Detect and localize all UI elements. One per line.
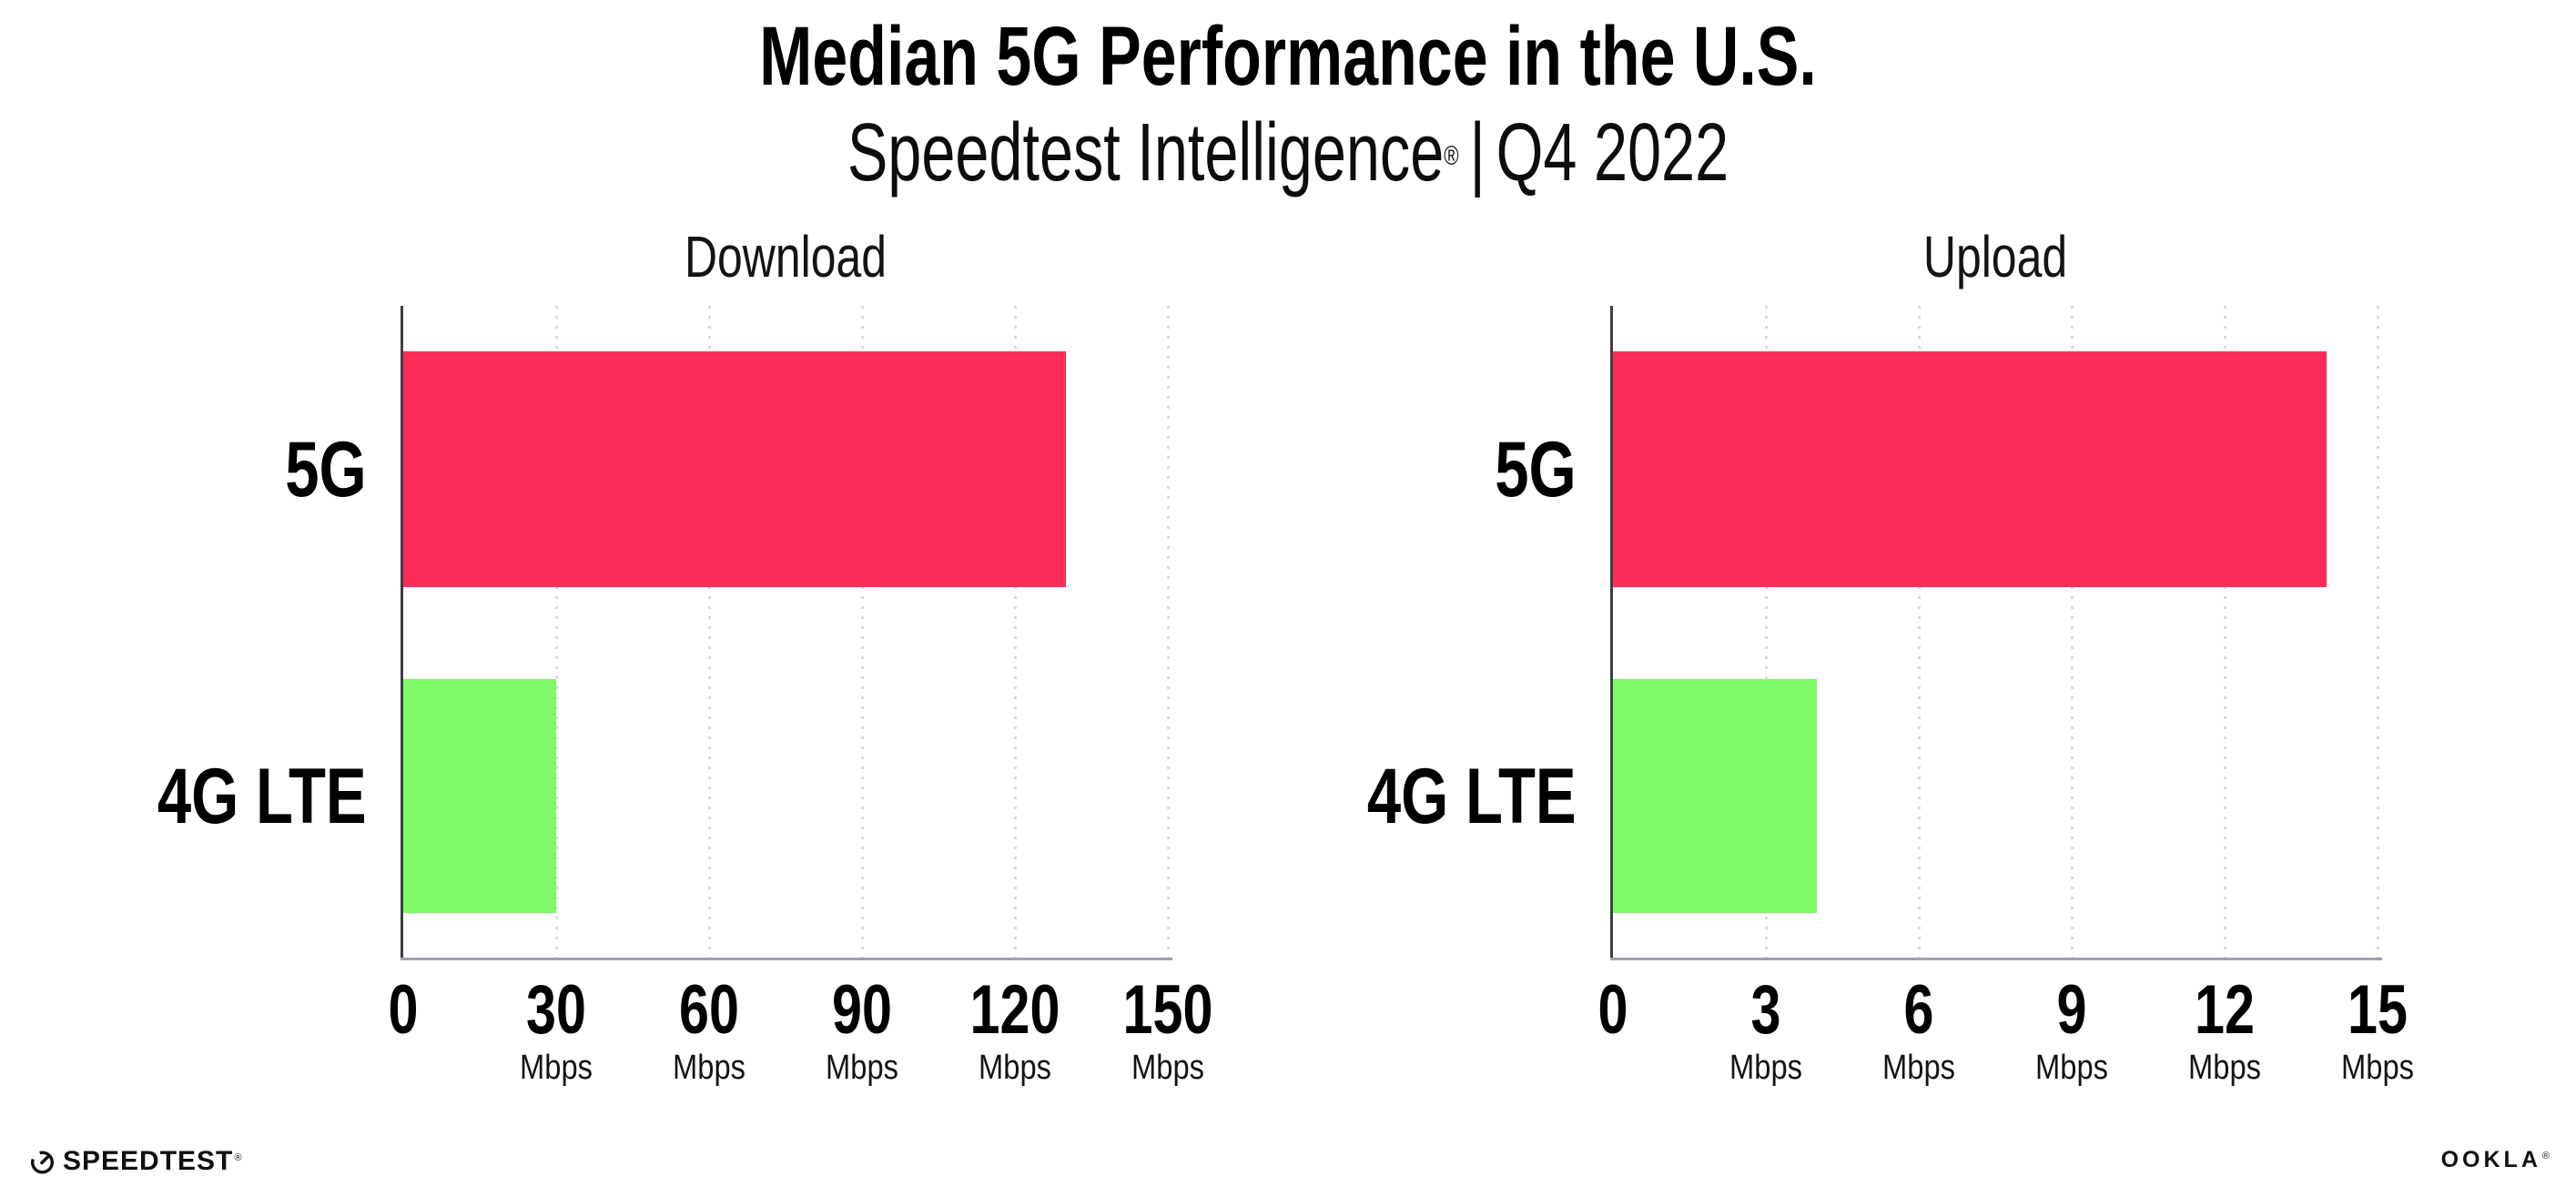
subtitle-brand: Speedtest Intelligence — [847, 107, 1445, 198]
gridline — [1166, 306, 1170, 959]
x-tick-label: 15 — [2348, 971, 2408, 1049]
page-subtitle: Speedtest Intelligence® | Q4 2022 — [335, 106, 2241, 200]
x-tick-label: 0 — [1597, 971, 1628, 1049]
bar-5g — [403, 351, 1066, 587]
category-label-4g-lte: 4G LTE — [1367, 752, 1577, 840]
chart-download: Download 5G 4G LTE 0 30 Mbps 60 Mbps 90 Mbps 120 Mb… — [157, 228, 1212, 1085]
x-tick-label: 0 — [388, 971, 419, 1049]
chart-upload: Upload 5G 4G LTE 0 3 Mbps 6 Mbps 9 Mbps 12 Mbps 15 Mb… — [1367, 228, 2414, 1085]
bar-4g-lte — [1613, 679, 1817, 913]
x-tick-unit: Mbps — [673, 1049, 745, 1087]
chart-title-upload: Upload — [1922, 224, 2068, 289]
x-axis-baseline — [1610, 958, 2382, 960]
gridline — [707, 306, 711, 959]
x-axis-baseline — [401, 958, 1172, 960]
x-tick-unit: Mbps — [1882, 1049, 1955, 1087]
x-tick-label: 150 — [1122, 971, 1213, 1049]
bar-4g-lte — [403, 679, 556, 913]
x-tick-label: 90 — [832, 971, 892, 1049]
x-tick-unit: Mbps — [979, 1049, 1051, 1087]
x-tick-unit: Mbps — [1131, 1049, 1204, 1087]
category-label-5g: 5G — [1495, 425, 1577, 513]
speedtest-logo: SPEEDTEST ® — [30, 1141, 242, 1182]
gridline — [2223, 306, 2226, 959]
x-tick-unit: Mbps — [2341, 1049, 2414, 1087]
x-tick-label: 120 — [969, 971, 1060, 1049]
chart-title-download: Download — [684, 224, 887, 289]
x-tick-label: 3 — [1750, 971, 1781, 1049]
x-tick-label: 6 — [1903, 971, 1934, 1049]
speedtest-gauge-icon — [30, 1150, 55, 1174]
x-tick-unit: Mbps — [1729, 1049, 1802, 1087]
x-tick-label: 60 — [679, 971, 739, 1049]
speedtest-wordmark: SPEEDTEST — [63, 1146, 234, 1176]
registered-mark: ® — [1444, 141, 1459, 171]
category-label-5g: 5G — [285, 425, 367, 513]
x-tick-unit: Mbps — [520, 1049, 593, 1087]
gridline — [1917, 306, 1921, 959]
category-label-4g-lte: 4G LTE — [157, 752, 367, 840]
ookla-registered-mark: ® — [2541, 1151, 2550, 1161]
page-title: Median 5G Performance in the U.S. — [759, 10, 1817, 103]
gridline — [1764, 306, 1768, 959]
x-tick-unit: Mbps — [2188, 1049, 2261, 1087]
ookla-wordmark: OOKLA — [2440, 1146, 2541, 1172]
x-tick-unit: Mbps — [826, 1049, 898, 1087]
gridline — [2376, 306, 2379, 959]
gridline — [554, 306, 558, 959]
ookla-logo: OOKLA ® — [2440, 1143, 2550, 1176]
x-tick-label: 12 — [2195, 971, 2255, 1049]
speedtest-registered-mark: ® — [234, 1152, 242, 1163]
x-tick-label: 9 — [2056, 971, 2087, 1049]
x-tick-unit: Mbps — [2035, 1049, 2108, 1087]
bar-5g — [1613, 351, 2327, 587]
x-tick-label: 30 — [526, 971, 586, 1049]
gridline — [1013, 306, 1017, 959]
y-axis-line — [1610, 306, 1613, 958]
y-axis-line — [401, 306, 403, 958]
gridline — [860, 306, 864, 959]
subtitle-divider: | — [1469, 107, 1486, 198]
gridline — [2070, 306, 2074, 959]
subtitle-period: Q4 2022 — [1496, 107, 1729, 198]
